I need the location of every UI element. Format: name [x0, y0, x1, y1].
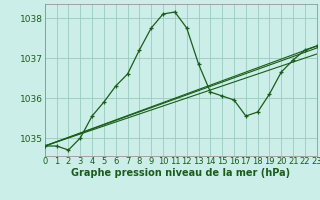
X-axis label: Graphe pression niveau de la mer (hPa): Graphe pression niveau de la mer (hPa)	[71, 168, 290, 178]
